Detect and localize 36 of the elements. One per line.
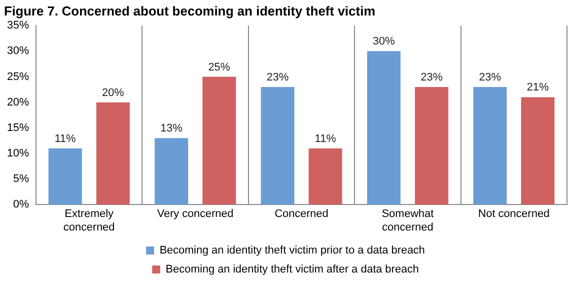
data-label: 23% [478,72,502,84]
data-label: 21% [526,82,550,94]
data-label: 23% [266,72,289,84]
bar [96,102,130,205]
bar [521,97,555,205]
data-label: 11% [54,132,76,145]
x-tick-label: Extremely concerned [63,208,115,234]
y-tick-label: 35% [6,20,30,32]
bar [308,148,342,205]
data-label: 20% [102,86,124,99]
bar [260,86,294,205]
data-label: 23% [420,72,443,84]
y-tick-label: 25% [6,70,30,83]
bar [202,76,236,205]
bar [154,138,188,205]
y-tick-label: 0% [13,198,30,211]
bar [48,148,82,205]
legend-label: Becoming an identity theft victim after a data breach [166,264,419,276]
y-tick-label: 15% [6,122,30,134]
y-tick-label: 20% [6,96,30,108]
data-label: 11% [314,132,336,145]
x-tick-label: Concerned [274,208,328,220]
data-label: 25% [208,61,230,74]
bar [367,51,401,205]
y-tick-label: 5% [13,173,30,186]
chart-title: Figure 7. Concerned about becoming an identity theft victim [4,3,376,18]
data-label: 13% [160,122,183,135]
bar [473,86,507,205]
x-tick-label: Not concerned [478,208,550,220]
y-tick-label: 10% [6,147,30,160]
y-tick-label: 30% [6,45,30,58]
x-tick-label: Somewhat concerned [382,208,434,234]
bar [414,86,448,205]
x-tick-label: Very concerned [157,208,234,220]
legend-label: Becoming an identity theft victim prior to a data breach [160,244,425,257]
data-label: 30% [372,36,396,48]
